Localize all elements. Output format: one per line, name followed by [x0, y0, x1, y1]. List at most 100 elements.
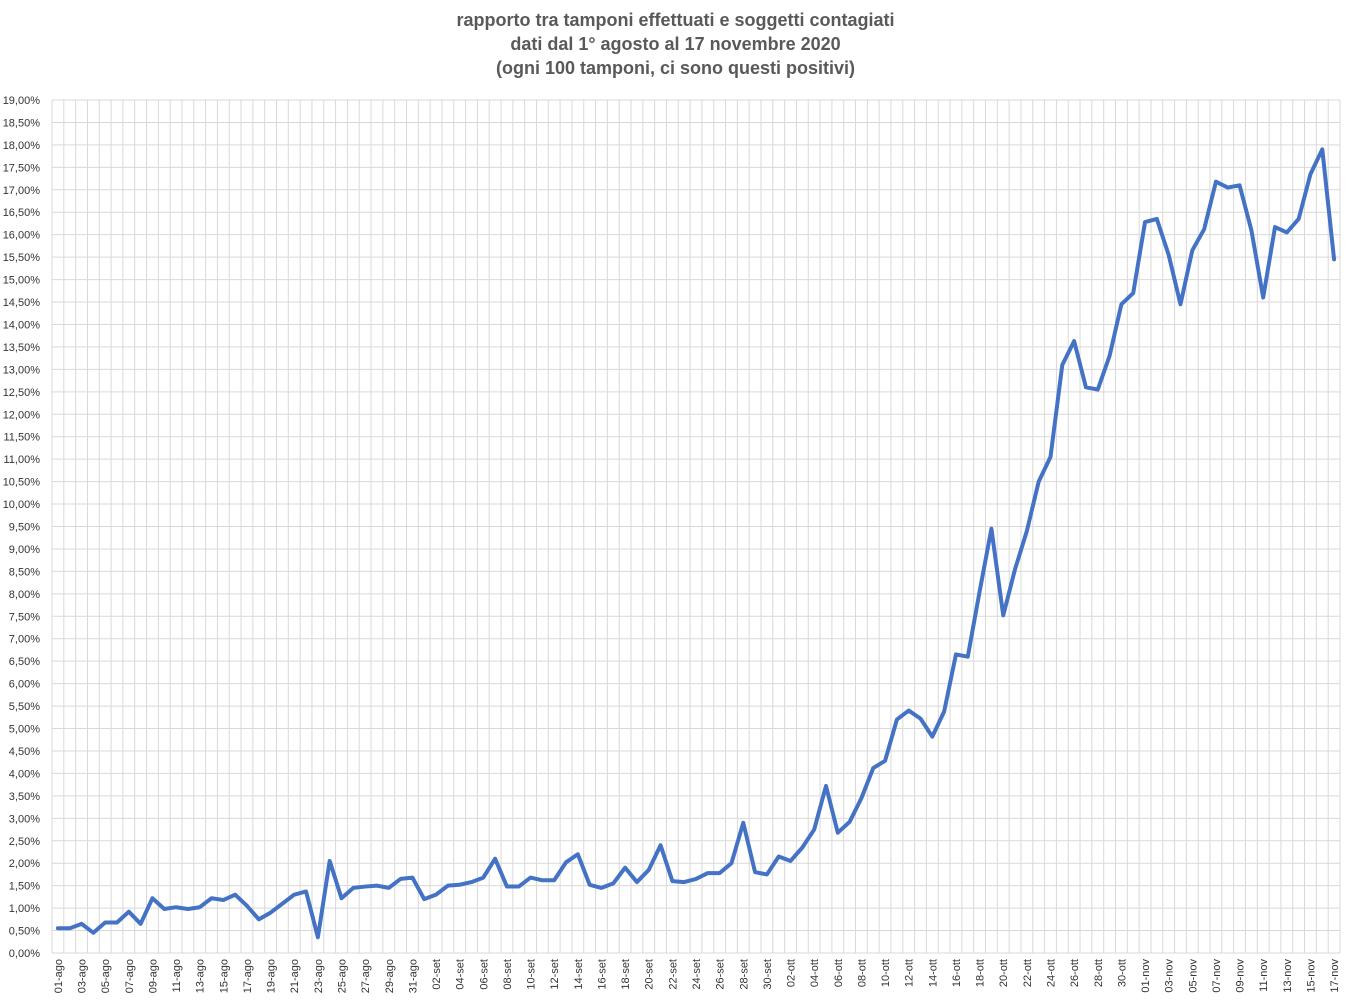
y-tick-label: 9,50%: [9, 522, 40, 534]
y-tick-label: 1,00%: [9, 903, 40, 915]
y-tick-label: 4,50%: [9, 746, 40, 758]
x-tick-label: 09-ago: [147, 959, 159, 993]
horizontal-gridlines: [52, 99, 1340, 954]
y-tick-label: 0,50%: [9, 926, 40, 938]
y-tick-label: 8,50%: [9, 566, 40, 578]
chart-title-line-3: (ogni 100 tamponi, ci sono questi positi…: [495, 58, 856, 78]
x-tick-label: 24-ott: [1045, 959, 1057, 987]
x-tick-label: 01-ago: [53, 959, 65, 993]
x-tick-label: 12-set: [549, 959, 561, 990]
x-tick-label: 09-nov: [1235, 959, 1247, 993]
x-tick-label: 03-nov: [1164, 959, 1176, 993]
x-tick-label: 02-ott: [786, 959, 798, 987]
y-tick-label: 3,00%: [9, 813, 40, 825]
y-tick-label: 7,50%: [9, 611, 40, 623]
y-tick-label: 16,50%: [3, 207, 41, 219]
y-tick-label: 3,50%: [9, 791, 40, 803]
x-tick-label: 04-ott: [809, 959, 821, 987]
x-tick-label: 26-set: [715, 959, 727, 990]
y-tick-label: 12,50%: [3, 387, 41, 399]
x-tick-label: 22-set: [667, 959, 679, 990]
y-tick-label: 17,50%: [3, 162, 41, 174]
y-tick-label: 16,00%: [3, 230, 41, 242]
x-tick-label: 28-ott: [1093, 959, 1105, 987]
x-tick-label: 08-set: [502, 959, 514, 990]
y-tick-label: 13,00%: [3, 364, 41, 376]
x-tick-label: 04-set: [455, 959, 467, 990]
x-tick-label: 06-set: [478, 959, 490, 990]
x-tick-label: 21-ago: [289, 959, 301, 993]
x-tick-label: 11-nov: [1258, 959, 1270, 992]
y-tick-label: 11,00%: [4, 454, 41, 466]
y-tick-label: 5,00%: [9, 724, 40, 736]
y-tick-label: 7,00%: [9, 634, 40, 646]
y-tick-label: 15,00%: [3, 275, 41, 287]
y-tick-label: 13,50%: [3, 342, 41, 354]
x-tick-label: 11-ago: [171, 959, 183, 992]
y-tick-label: 1,50%: [9, 881, 40, 893]
x-tick-label: 23-ago: [313, 959, 325, 993]
x-tick-label: 13-ago: [195, 959, 207, 993]
x-tick-label: 01-nov: [1140, 959, 1152, 993]
y-tick-label: 2,50%: [9, 836, 40, 848]
x-axis-tick-labels: 01-ago 03-ago 05-ago 07-ago 09-ago 11-ago 13-a…: [53, 959, 1341, 994]
x-tick-label: 18-ott: [975, 959, 987, 987]
x-tick-label: 02-set: [431, 959, 443, 990]
x-tick-label: 20-set: [644, 959, 656, 990]
y-tick-label: 9,00%: [9, 544, 40, 556]
x-tick-label: 14-set: [573, 959, 585, 990]
y-tick-label: 17,00%: [3, 185, 41, 197]
x-tick-label: 07-nov: [1211, 959, 1223, 993]
x-tick-label: 10-set: [526, 959, 538, 990]
x-tick-label: 12-ott: [904, 959, 916, 987]
y-tick-label: 4,00%: [9, 768, 40, 780]
y-tick-label: 14,00%: [3, 319, 41, 331]
y-tick-label: 2,00%: [9, 858, 40, 870]
x-tick-label: 10-ott: [880, 959, 892, 987]
x-tick-label: 16-set: [596, 959, 608, 990]
x-tick-label: 05-ago: [100, 959, 112, 993]
y-tick-label: 6,00%: [9, 679, 40, 691]
y-tick-label: 18,00%: [3, 140, 41, 152]
y-tick-label: 12,00%: [3, 409, 41, 421]
x-tick-label: 19-ago: [266, 959, 278, 993]
chart-title-line-1: rapporto tra tamponi effettuati e sogget…: [456, 10, 895, 30]
y-tick-label: 0,00%: [9, 948, 40, 960]
y-tick-label: 8,00%: [9, 589, 40, 601]
y-tick-label: 18,50%: [3, 117, 41, 129]
x-tick-label: 15-nov: [1305, 959, 1317, 993]
x-tick-label: 14-ott: [927, 959, 939, 987]
chart-title: rapporto tra tamponi effettuati e sogget…: [0, 8, 1351, 80]
x-tick-label: 28-set: [738, 959, 750, 990]
x-tick-label: 03-ago: [77, 959, 89, 993]
x-tick-label: 17-ago: [242, 959, 254, 993]
x-tick-label: 20-ott: [998, 959, 1010, 987]
x-tick-label: 13-nov: [1282, 959, 1294, 993]
y-tick-label: 15,50%: [3, 252, 41, 264]
x-tick-label: 31-ago: [407, 959, 419, 993]
x-tick-label: 15-ago: [218, 959, 230, 993]
chart-title-line-2: dati dal 1° agosto al 17 novembre 2020: [510, 34, 841, 54]
x-tick-label: 27-ago: [360, 959, 372, 993]
x-tick-label: 24-set: [691, 959, 703, 990]
y-tick-label: 10,50%: [3, 477, 41, 489]
y-tick-label: 19,00%: [3, 95, 41, 107]
x-tick-label: 26-ott: [1069, 959, 1081, 987]
series-line: [55, 147, 1337, 940]
x-tick-label: 07-ago: [124, 959, 136, 993]
x-tick-label: 22-ott: [1022, 959, 1034, 987]
y-axis-tick-labels: 0,00% 0,50% 1,00% 1,50% 2,00% 2,50% 3,00% 3,50%…: [3, 95, 41, 960]
x-tick-label: 29-ago: [384, 959, 396, 993]
x-tick-label: 17-nov: [1329, 959, 1341, 993]
x-tick-label: 16-ott: [951, 959, 963, 987]
y-tick-label: 14,50%: [3, 297, 41, 309]
series-layer: [55, 147, 1337, 940]
y-tick-label: 6,50%: [9, 656, 40, 668]
x-tick-label: 30-ott: [1116, 959, 1128, 987]
x-tick-label: 25-ago: [337, 959, 349, 993]
y-tick-label: 10,00%: [3, 499, 41, 511]
y-tick-label: 11,50%: [4, 432, 41, 444]
x-tick-label: 18-set: [620, 959, 632, 990]
x-tick-label: 06-ott: [833, 959, 845, 987]
